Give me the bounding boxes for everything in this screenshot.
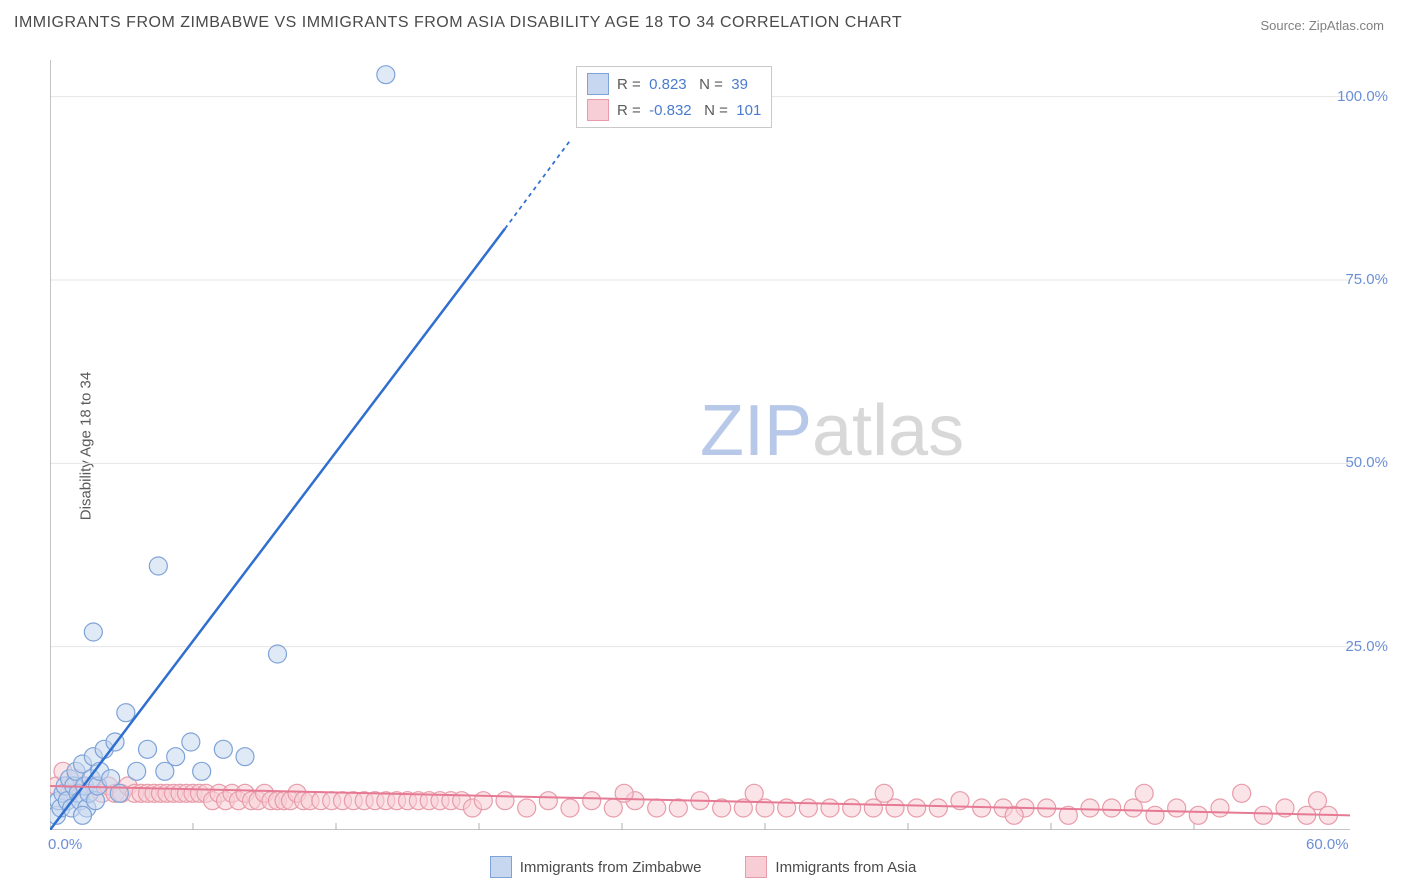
correlation-legend-row: R = -0.832 N = 101 [587,99,761,121]
legend-swatch [745,856,767,878]
y-tick-label: 100.0% [1337,88,1388,105]
series-legend-item: Immigrants from Asia [745,856,916,878]
series-legend: Immigrants from Zimbabwe Immigrants from … [0,856,1406,878]
y-tick-label: 50.0% [1345,454,1388,471]
legend-swatch [587,73,609,95]
scatter-chart [50,60,1350,830]
x-tick-label: 0.0% [48,836,82,853]
chart-title: IMMIGRANTS FROM ZIMBABWE VS IMMIGRANTS F… [14,14,902,32]
source-attribution: Source: ZipAtlas.com [1260,18,1384,33]
legend-label: Immigrants from Asia [775,859,916,876]
correlation-legend: R = 0.823 N = 39 R = -0.832 N = 101 [576,66,772,128]
series-legend-item: Immigrants from Zimbabwe [490,856,702,878]
x-tick-label: 60.0% [1306,836,1349,853]
legend-stats: R = 0.823 N = 39 [617,76,748,93]
legend-swatch [587,99,609,121]
legend-swatch [490,856,512,878]
y-tick-label: 25.0% [1345,638,1388,655]
legend-label: Immigrants from Zimbabwe [520,859,702,876]
legend-stats: R = -0.832 N = 101 [617,102,761,119]
y-tick-label: 75.0% [1345,271,1388,288]
correlation-legend-row: R = 0.823 N = 39 [587,73,761,95]
